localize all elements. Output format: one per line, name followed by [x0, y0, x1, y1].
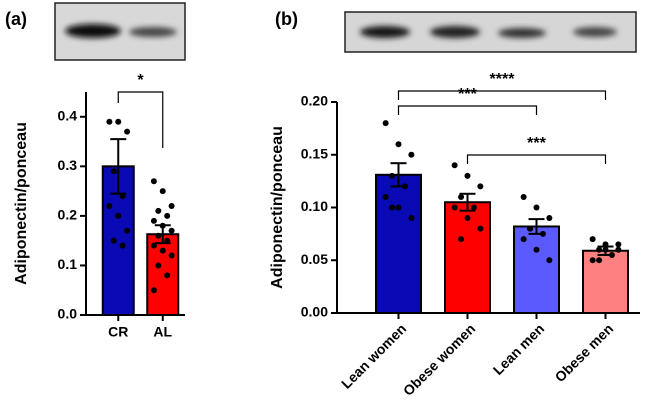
data-point: [168, 227, 175, 234]
data-point: [150, 242, 157, 249]
data-point: [615, 246, 622, 253]
data-point: [589, 236, 596, 243]
y-tick-label: 0.1: [58, 256, 78, 272]
error-bar: [459, 192, 476, 212]
significance-bracket: [397, 105, 538, 115]
significance-label: ***: [458, 86, 477, 103]
x-tick-label: Obese women: [400, 320, 478, 398]
data-point: [477, 225, 484, 232]
data-point: [115, 212, 122, 219]
data-point: [159, 188, 166, 195]
data-point: [458, 236, 465, 243]
data-point: [470, 204, 477, 211]
data-point: [155, 207, 162, 214]
data-point: [382, 193, 389, 200]
data-point: [546, 257, 553, 264]
data-point: [124, 227, 131, 234]
data-point: [106, 118, 113, 125]
data-point: [464, 172, 471, 179]
y-tick-label: 0.0: [58, 306, 78, 322]
data-point: [119, 242, 126, 249]
data-point: [150, 287, 157, 294]
significance-label: ****: [490, 71, 516, 88]
data-point: [520, 236, 527, 243]
data-point: [389, 204, 396, 211]
data-point: [119, 193, 126, 200]
panel-label: (b): [275, 9, 298, 29]
significance-bracket: [397, 90, 607, 100]
data-point: [539, 230, 546, 237]
data-point: [527, 225, 534, 232]
data-point: [608, 251, 615, 258]
data-point: [596, 246, 603, 253]
significance-bracket: [466, 154, 607, 164]
data-point: [106, 202, 113, 209]
y-axis-title: Adiponectin/ponceau: [269, 126, 286, 289]
data-point: [401, 183, 408, 190]
data-point: [408, 151, 415, 158]
data-point: [615, 241, 622, 248]
data-point: [533, 204, 540, 211]
data-point: [596, 257, 603, 264]
data-point: [168, 252, 175, 259]
blot-b: [344, 11, 637, 53]
data-point: [164, 212, 171, 219]
data-point: [382, 120, 389, 127]
data-point: [159, 222, 166, 229]
data-point: [389, 172, 396, 179]
x-tick-label: Lean women: [338, 320, 409, 391]
data-point: [546, 215, 553, 222]
data-point: [168, 202, 175, 209]
data-point: [159, 247, 166, 254]
data-point: [602, 241, 609, 248]
data-point: [155, 232, 162, 239]
y-tick-label: 0.3: [58, 157, 78, 173]
bar: [375, 173, 422, 314]
y-tick-label: 0.2: [58, 207, 78, 223]
y-tick-label: 0.10: [301, 198, 328, 214]
data-point: [115, 118, 122, 125]
x-tick-label: AL: [153, 324, 172, 340]
data-point: [110, 168, 117, 175]
data-point: [110, 237, 117, 244]
data-point: [464, 215, 471, 222]
panel-label: (a): [5, 9, 27, 29]
data-point: [520, 193, 527, 200]
x-tick-label: CR: [108, 324, 128, 340]
significance-label: *: [137, 72, 144, 89]
data-point: [164, 272, 171, 279]
y-tick-label: 0.20: [301, 93, 328, 109]
significance-label: ***: [527, 135, 546, 152]
data-point: [395, 204, 402, 211]
data-point: [477, 183, 484, 190]
data-point: [602, 246, 609, 253]
x-tick-label: Lean men: [490, 320, 548, 378]
blot-a: [54, 2, 186, 61]
data-point: [395, 141, 402, 148]
data-point: [155, 262, 162, 269]
significance-bracket: [117, 91, 164, 148]
data-point: [150, 217, 157, 224]
data-point: [458, 193, 465, 200]
y-tick-label: 0.15: [301, 145, 328, 161]
y-tick-label: 0.4: [58, 107, 78, 123]
data-point: [589, 257, 596, 264]
data-point: [451, 204, 458, 211]
y-tick-label: 0.00: [301, 304, 328, 320]
data-point: [124, 128, 131, 135]
data-point: [408, 215, 415, 222]
y-tick-label: 0.05: [301, 251, 328, 267]
y-axis-title: Adiponectin/ponceau: [13, 122, 30, 285]
data-point: [533, 246, 540, 253]
data-point: [164, 237, 171, 244]
x-tick-label: Obese men: [552, 320, 617, 385]
data-point: [451, 162, 458, 169]
data-point: [150, 178, 157, 185]
